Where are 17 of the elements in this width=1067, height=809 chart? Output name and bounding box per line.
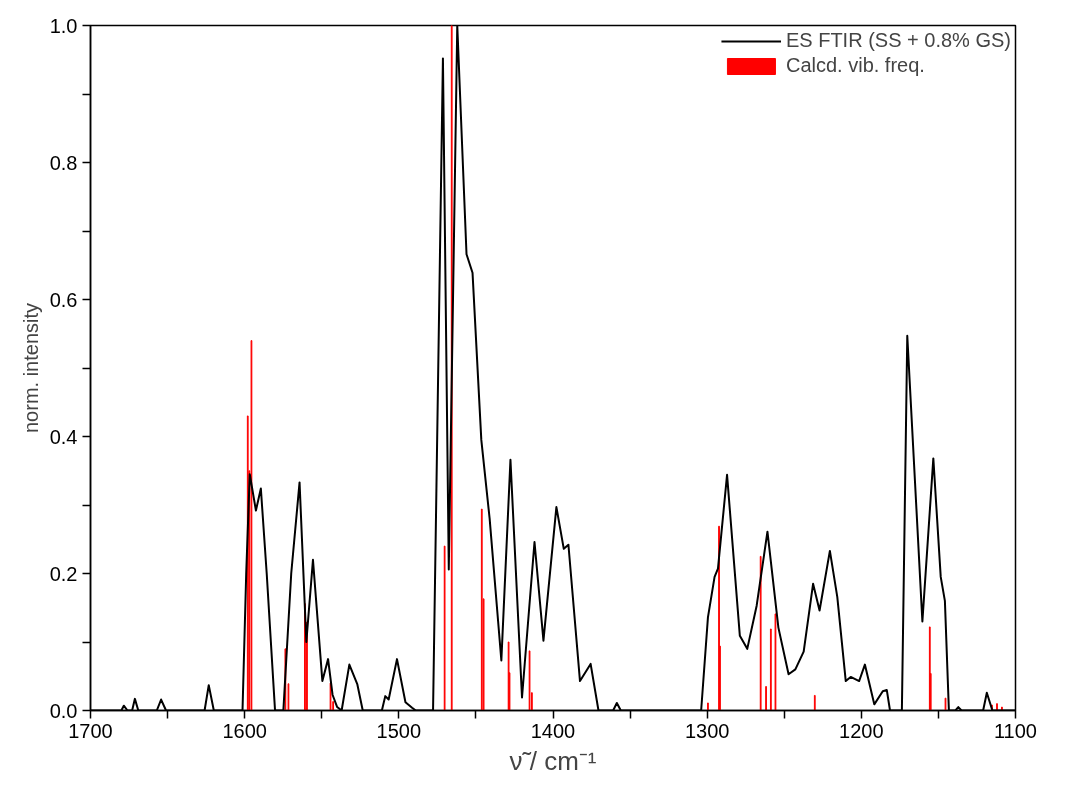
x-tick-label: 1600 — [222, 719, 267, 742]
legend-label: Calcd. vib. freq. — [785, 54, 925, 77]
x-tick-label: 1500 — [376, 719, 422, 742]
x-tick-label: 1100 — [994, 719, 1038, 742]
y-tick-label: 0.2 — [49, 562, 78, 585]
x-axis-title: ν̃ / cm⁻¹ — [509, 745, 597, 776]
y-tick-label: 0.8 — [49, 151, 78, 174]
x-tick-label: 1200 — [839, 719, 884, 742]
legend-label: ES FTIR (SS + 0.8% GS) — [785, 29, 1011, 52]
y-tick-label: 0.0 — [49, 699, 78, 722]
y-axis-title: norm. intensity — [19, 302, 42, 434]
y-tick-label: 0.6 — [49, 288, 78, 311]
y-tick-label: 0.4 — [49, 425, 78, 448]
y-tick-label: 1.0 — [49, 14, 78, 37]
x-tick-label: 1400 — [530, 719, 576, 742]
x-tick-label: 1700 — [68, 719, 113, 742]
x-tick-label: 1300 — [684, 719, 730, 742]
